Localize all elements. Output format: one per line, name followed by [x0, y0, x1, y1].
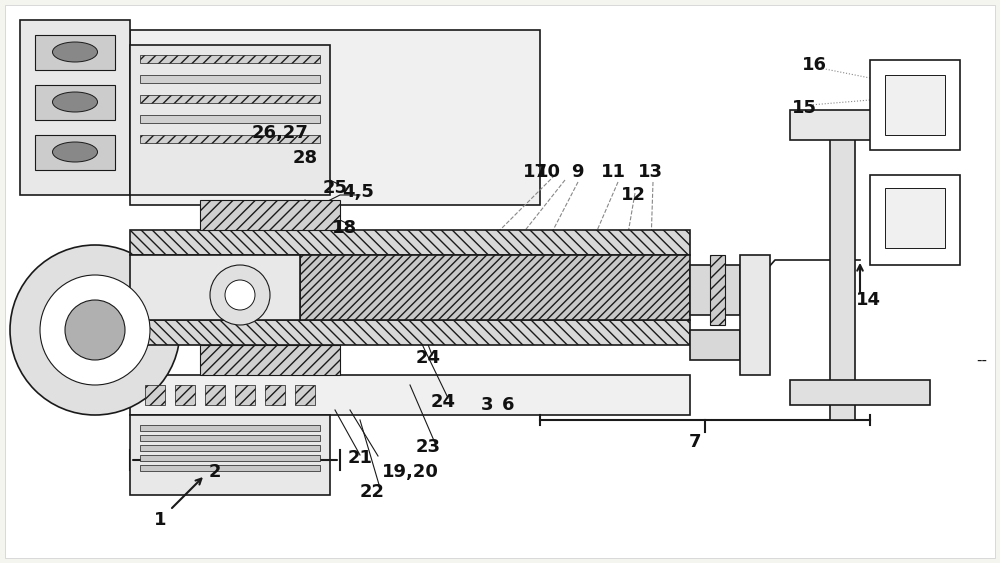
FancyBboxPatch shape	[20, 20, 130, 195]
Text: 3: 3	[481, 396, 493, 414]
Text: 10: 10	[536, 163, 560, 181]
FancyBboxPatch shape	[870, 60, 960, 150]
FancyBboxPatch shape	[145, 385, 165, 405]
Text: 16: 16	[802, 56, 826, 74]
FancyBboxPatch shape	[35, 85, 115, 120]
FancyBboxPatch shape	[885, 188, 945, 248]
FancyBboxPatch shape	[870, 175, 960, 265]
FancyBboxPatch shape	[130, 230, 690, 255]
Circle shape	[10, 245, 180, 415]
FancyBboxPatch shape	[265, 385, 285, 405]
FancyBboxPatch shape	[140, 455, 320, 461]
Polygon shape	[130, 30, 540, 205]
FancyBboxPatch shape	[830, 130, 855, 420]
Text: 1: 1	[154, 511, 166, 529]
FancyBboxPatch shape	[130, 320, 690, 345]
FancyBboxPatch shape	[140, 445, 320, 451]
FancyBboxPatch shape	[690, 330, 740, 360]
Text: --: --	[976, 352, 988, 368]
Text: 18: 18	[332, 219, 358, 237]
FancyBboxPatch shape	[295, 385, 315, 405]
Text: 2: 2	[209, 463, 221, 481]
FancyBboxPatch shape	[790, 380, 930, 405]
Text: 6: 6	[502, 396, 514, 414]
FancyBboxPatch shape	[200, 345, 340, 375]
FancyBboxPatch shape	[235, 385, 255, 405]
Ellipse shape	[52, 42, 98, 62]
Circle shape	[225, 280, 255, 310]
Text: 13: 13	[638, 163, 662, 181]
Text: 25: 25	[322, 179, 348, 197]
FancyBboxPatch shape	[140, 135, 320, 143]
Text: 21: 21	[348, 449, 372, 467]
FancyBboxPatch shape	[690, 265, 740, 315]
FancyBboxPatch shape	[200, 200, 340, 230]
FancyBboxPatch shape	[130, 255, 300, 320]
FancyBboxPatch shape	[130, 45, 330, 195]
Ellipse shape	[52, 92, 98, 112]
FancyBboxPatch shape	[140, 95, 320, 103]
Text: 11: 11	[600, 163, 626, 181]
FancyBboxPatch shape	[885, 75, 945, 135]
Circle shape	[65, 300, 125, 360]
Text: 23: 23	[416, 438, 440, 456]
Text: 17: 17	[522, 163, 548, 181]
FancyBboxPatch shape	[140, 435, 320, 441]
FancyBboxPatch shape	[710, 255, 725, 325]
FancyBboxPatch shape	[740, 255, 770, 375]
Text: 12: 12	[620, 186, 646, 204]
Text: 15: 15	[792, 99, 816, 117]
Text: 4,5: 4,5	[342, 183, 374, 201]
FancyBboxPatch shape	[140, 465, 320, 471]
FancyBboxPatch shape	[35, 135, 115, 170]
Text: 7: 7	[689, 433, 701, 451]
Text: 24: 24	[430, 393, 456, 411]
FancyBboxPatch shape	[140, 115, 320, 123]
Ellipse shape	[52, 142, 98, 162]
Circle shape	[40, 275, 150, 385]
FancyBboxPatch shape	[140, 425, 320, 431]
Text: 14: 14	[856, 291, 881, 309]
FancyBboxPatch shape	[140, 55, 320, 63]
Text: 22: 22	[360, 483, 384, 501]
Text: 19,20: 19,20	[382, 463, 438, 481]
Text: 26,27: 26,27	[252, 124, 308, 142]
Circle shape	[210, 265, 270, 325]
FancyBboxPatch shape	[130, 375, 690, 415]
FancyBboxPatch shape	[35, 35, 115, 70]
FancyBboxPatch shape	[5, 5, 995, 558]
FancyBboxPatch shape	[140, 75, 320, 83]
FancyBboxPatch shape	[205, 385, 225, 405]
Text: 24: 24	[416, 349, 440, 367]
FancyBboxPatch shape	[790, 110, 910, 140]
FancyBboxPatch shape	[300, 255, 690, 320]
Text: 28: 28	[292, 149, 318, 167]
FancyBboxPatch shape	[130, 415, 330, 495]
Text: 9: 9	[571, 163, 583, 181]
FancyBboxPatch shape	[175, 385, 195, 405]
